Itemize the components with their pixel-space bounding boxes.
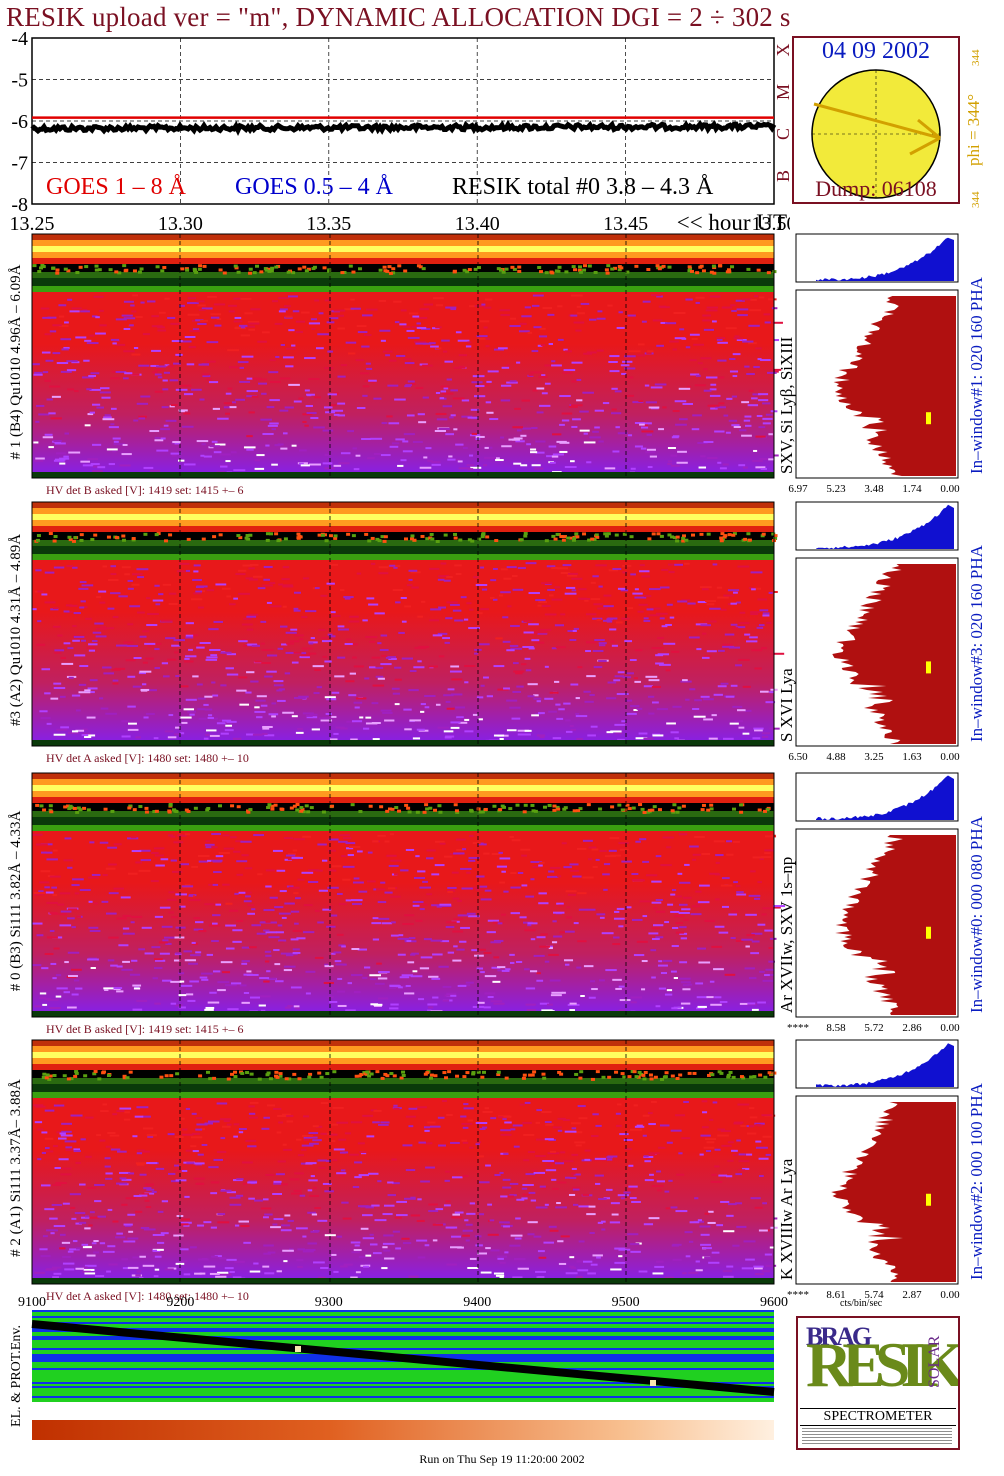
series-resik-total (30, 119, 777, 136)
phi-label: phi = 344° (964, 94, 983, 166)
env-x-tick-label: 9300 (315, 1296, 343, 1310)
y-tick-label: -7 (11, 153, 28, 175)
spectrum-tick-label: 0.00 (940, 483, 960, 495)
hv-label: HV det B asked [V]: 1419 set: 1415 +– 6 (46, 1022, 244, 1036)
x-axis-label: << hour UT (677, 210, 787, 235)
env-ylabel: EL. & PROT.Env. (9, 1325, 24, 1427)
class-letter-B: B (774, 170, 793, 182)
spectrum-tick-label: 1.74 (902, 483, 922, 495)
detector-2-panel: HV det A asked [V]: 1480 set: 1480 +– 10… (8, 1039, 986, 1309)
env-x-tick-label: 9400 (463, 1296, 491, 1310)
phi-labels: phi = 344° 344 344 (964, 49, 983, 208)
spectrum-tick-label: 8.61 (826, 1289, 845, 1301)
in-window-label: In–window#0: 000 080 PHA (967, 815, 986, 1013)
orbit-path (813, 102, 941, 140)
detector-ylabel: # 1 (B4) Qu1010 4.96Å – 6.09Å (8, 264, 24, 459)
spectrum-xlabel: cts/bin/sec (840, 1298, 883, 1309)
logo-fineprint (802, 1428, 952, 1446)
hv-label: HV det B asked [V]: 1419 set: 1415 +– 6 (46, 483, 244, 497)
spectrum-tick-label: **** (787, 1289, 809, 1301)
hv-label: HV det A asked [V]: 1480 set: 1480 +– 10 (46, 1289, 249, 1303)
detector-ylabel: # 2 (A1) Si111 3.37Å– 3.88Å (8, 1079, 24, 1257)
logo-side: SOLAR (926, 1335, 943, 1388)
spectrum-marker (926, 926, 931, 939)
spectrum-tick-label: 5.74 (864, 1289, 884, 1301)
detector-panels: HV det B asked [V]: 1419 set: 1415 +– 6 #… (8, 233, 986, 1309)
in-window-label: In–window#2: 000 100 PHA (967, 1082, 986, 1280)
orbit-panel: 04 09 2002 Dump: 06108 (792, 36, 962, 206)
legend-goes-long: GOES 1 – 8 Å (46, 174, 187, 200)
page-title: RESIK upload ver = "m", DYNAMIC ALLOCATI… (6, 2, 791, 32)
spectrum-tick-label: 0.00 (940, 1289, 960, 1301)
spectrum-tick-label: 5.23 (826, 483, 846, 495)
in-window-label: In–window#1: 020 160 PHA (967, 276, 986, 474)
spectrum-marker (926, 661, 931, 674)
x-tick-label: 13.35 (306, 213, 351, 235)
x-tick-label: 13.30 (158, 213, 203, 235)
lightcurve-chart: -4 -5 -6 -7 -8 13.25 13.30 13.35 13.40 13.45 13.5… (10, 28, 791, 235)
spectrum-tick-label: 4.88 (826, 751, 846, 763)
in-window-label: In–window#3: 020 160 PHA (967, 544, 986, 742)
spectrum-tick-label: 6.97 (788, 483, 808, 495)
spectrum-tick-label: 2.86 (902, 1022, 922, 1034)
y-tick-label: -4 (11, 28, 28, 50)
spectrum-tick-label: 3.25 (864, 751, 884, 763)
class-letter-X: X (774, 44, 793, 57)
detector-1-panel: HV det B asked [V]: 1419 set: 1415 +– 6 #… (8, 233, 986, 497)
run-footer: Run on Thu Sep 19 11:20:00 2002 (419, 1452, 585, 1466)
spectrum-tick-label: 5.72 (864, 1022, 883, 1034)
environment-chart: 9100 9200 9300 9400 9500 9600 EL. & PROT.Env. (9, 1296, 788, 1440)
x-tick-label: 13.40 (455, 213, 500, 235)
env-x-tick-label: 9100 (18, 1296, 46, 1310)
y-tick-label: -8 (11, 194, 28, 216)
hv-label: HV det A asked [V]: 1480 set: 1480 +– 10 (46, 751, 249, 765)
resik-logo: BRAG RESIK SOLAR SPECTROMETER (796, 1316, 960, 1450)
spectrum-tick-label: 0.00 (940, 751, 960, 763)
spectrum-tick-label: 8.58 (826, 1022, 846, 1034)
detector-ylabel: #3 (A2) Qu1010 4.31Å – 4.89Å (8, 534, 24, 726)
env-x-tick-label: 9200 (166, 1296, 194, 1310)
line-label: K XVIIIw Ar Lya (777, 1158, 796, 1280)
legend-goes-short: GOES 0.5 – 4 Å (235, 174, 394, 200)
logo-big: RESIK (806, 1329, 958, 1400)
phi-corner-label: 344 (970, 191, 982, 208)
env-x-tick-label: 9600 (760, 1296, 788, 1310)
logo-caption: SPECTROMETER (800, 1408, 956, 1426)
class-letter-M: M (774, 84, 793, 100)
orbit-date: 04 09 2002 (822, 38, 930, 64)
y-tick-label: -5 (11, 70, 28, 92)
spectrum-tick-label: 2.87 (902, 1289, 922, 1301)
legend-resik-total: RESIK total #0 3.8 – 4.3 Å (452, 174, 714, 200)
spectrum-tick-label: 6.50 (788, 751, 808, 763)
spectrum-tick-label: 0.00 (940, 1022, 960, 1034)
line-label: S XVI Lya (777, 668, 796, 742)
y-tick-label: -6 (11, 111, 28, 133)
detector-3-panel: HV det A asked [V]: 1480 set: 1480 +– 10… (8, 501, 986, 765)
spectrum-tick-label: 3.48 (864, 483, 884, 495)
phi-sub-label: 344 (970, 49, 982, 66)
goes-class-letters: XMCBA (774, 44, 793, 183)
line-label: Ar XVIIw, SXV 1s–np (777, 857, 796, 1013)
line-label: SXV, Si Lyβ, SiXIII (777, 336, 796, 474)
detector-ylabel: # 0 (B3) Si111 3.82Å – 4.33Å (8, 811, 24, 992)
logo-small: BRAG (806, 1322, 872, 1351)
spectrum-marker (926, 412, 931, 425)
spectrum-tick-label: **** (787, 1022, 809, 1034)
x-tick-label: 13.25 (10, 213, 55, 235)
spectrum-marker (926, 1193, 931, 1206)
env-x-tick-label: 9500 (612, 1296, 640, 1310)
x-tick-label: 13.45 (603, 213, 648, 235)
dump-label: Dump: 06108 (815, 176, 937, 201)
class-letter-C: C (774, 128, 793, 140)
env-color-strip (32, 1420, 774, 1440)
spectrum-tick-label: 1.63 (902, 751, 922, 763)
detector-0-panel: HV det B asked [V]: 1419 set: 1415 +– 6 #… (8, 772, 986, 1036)
x-tick-label: 13.50 (752, 213, 791, 235)
